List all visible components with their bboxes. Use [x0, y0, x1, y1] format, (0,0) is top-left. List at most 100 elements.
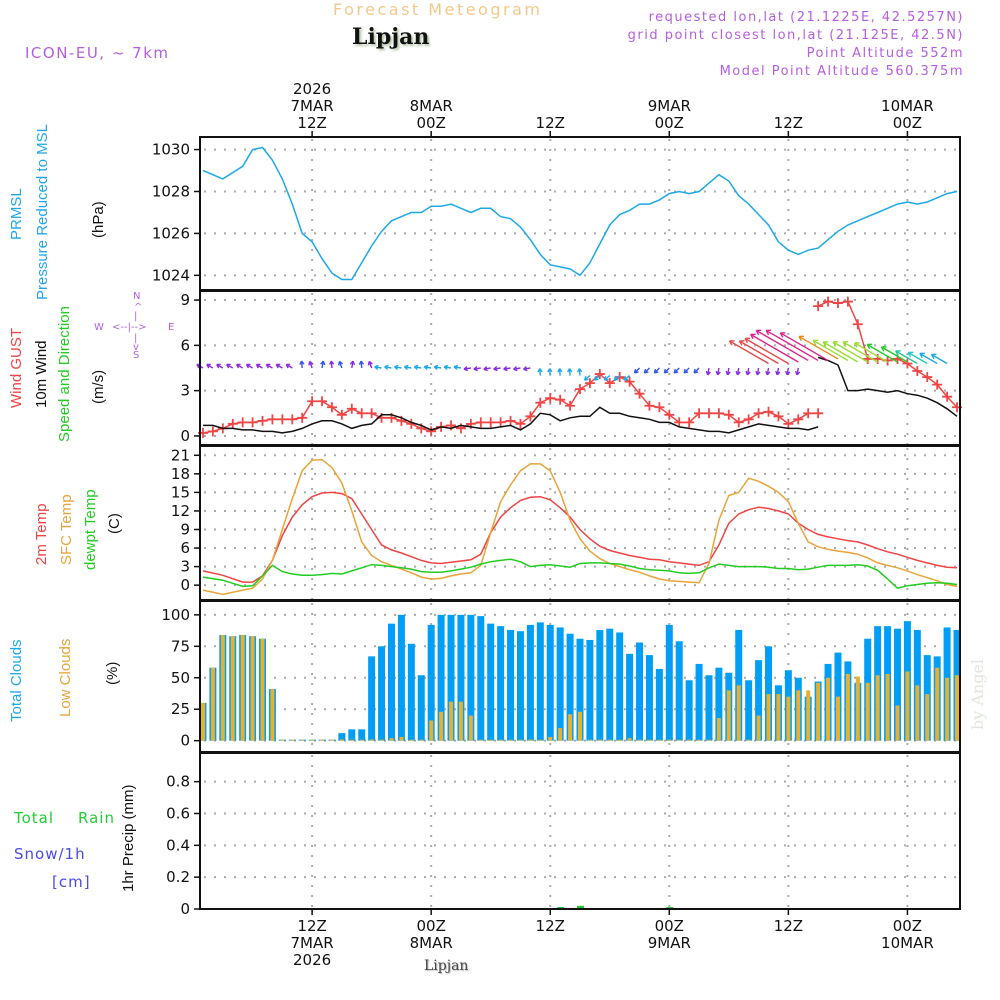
bar-low-clouds: [806, 690, 811, 741]
bar-total-clouds: [348, 729, 356, 741]
gust-marker: [684, 417, 695, 428]
wind-arrow-icon: [919, 352, 938, 365]
bar-total-clouds: [338, 733, 346, 741]
wind-arrow-icon: [623, 375, 631, 381]
bar-low-clouds: [915, 685, 920, 741]
bottom-time-label: 12Z: [774, 917, 803, 935]
bar-low-clouds: [548, 736, 553, 741]
bar-total-clouds: [636, 642, 644, 741]
wind-arrow-icon: [738, 340, 779, 365]
top-time-label: 2026: [293, 80, 331, 98]
wind-arrow-icon: [613, 375, 621, 381]
gust-marker: [743, 414, 754, 425]
svg-text:|: |: [134, 311, 137, 322]
panel-frame: [199, 136, 961, 291]
wind-arrow-icon: [895, 350, 918, 365]
bar-total-clouds: [715, 667, 723, 741]
wind-arrow-icon: [907, 351, 928, 365]
wind-arrow-icon: [245, 363, 253, 369]
gust-marker: [604, 378, 615, 389]
ytick-label: 15: [171, 483, 190, 501]
bar-total-clouds: [546, 624, 554, 741]
bottom-time-label: 8MAR: [410, 934, 453, 952]
gust-marker: [634, 388, 645, 399]
wind-arrow-icon: [715, 367, 721, 376]
wind-arrow-icon: [557, 368, 563, 376]
wind-arrow-icon: [493, 366, 501, 372]
wind-arrow-icon: [374, 364, 382, 370]
bar-low-clouds: [240, 634, 245, 741]
bar-total-clouds: [407, 643, 415, 741]
bottom-time-label: 7MAR: [291, 934, 334, 952]
bar-total-clouds: [834, 652, 842, 741]
bar-low-clouds: [200, 702, 205, 741]
wind-arrow-icon: [798, 335, 839, 360]
wind-arrow-icon: [854, 342, 888, 363]
gust-marker: [922, 372, 933, 383]
bar-total-clouds: [447, 614, 455, 741]
bar-low-clouds: [875, 675, 880, 741]
bar-low-clouds: [230, 636, 235, 741]
wind-arrow-icon: [755, 367, 761, 376]
wind-arrow-icon: [433, 364, 442, 370]
ytick-label: 18: [171, 465, 190, 483]
ytick-label: 6: [180, 336, 190, 354]
gust-marker: [674, 417, 685, 428]
precip-total-label: Total: [14, 809, 55, 827]
wind-arrow-icon: [255, 363, 263, 369]
gust-marker: [932, 379, 943, 390]
wind-arrow-icon: [643, 367, 650, 374]
gust-marker: [813, 301, 824, 312]
compass-icon: N ^ | W <--|--> E | v S: [94, 291, 174, 361]
gust-marker: [426, 426, 437, 437]
bar-low-clouds: [558, 728, 563, 741]
bar-total-clouds: [665, 624, 673, 741]
wind-arrow-icon: [822, 341, 859, 363]
gust-marker: [912, 366, 923, 377]
gust-marker: [832, 298, 843, 309]
wind-arrow-icon: [320, 360, 326, 369]
bar-low-clouds: [667, 739, 672, 741]
bar-low-clouds: [627, 738, 632, 741]
gust-marker: [555, 394, 566, 405]
compass-w: W: [94, 322, 104, 333]
bar-low-clouds: [905, 671, 910, 741]
gust-marker: [307, 396, 318, 407]
bar-low-clouds: [379, 739, 384, 741]
bar-total-clouds: [705, 675, 713, 741]
top-time-label: 00Z: [655, 114, 684, 132]
wind-arrow-icon: [394, 364, 402, 370]
ytick-label: 0.8: [166, 773, 190, 791]
bar-total-clouds: [765, 646, 773, 741]
bar-low-clouds: [369, 739, 374, 741]
ytick-label: 12: [171, 502, 190, 520]
bar-low-clouds: [449, 701, 454, 741]
gust-marker: [565, 400, 576, 411]
grid-point-coords: grid point closest lon,lat (21.125E, 42.…: [627, 28, 964, 43]
bar-total-clouds: [358, 729, 366, 741]
bar-low-clouds: [300, 739, 305, 741]
wind-arrow-icon: [473, 366, 481, 372]
panel-frame: [199, 290, 961, 446]
bar-low-clouds: [429, 720, 434, 741]
bar-total-clouds: [606, 628, 614, 741]
wind-arrow-icon: [653, 367, 660, 374]
ytick-label: 0.2: [166, 868, 190, 886]
bar-low-clouds: [359, 739, 364, 741]
gust-marker: [584, 378, 595, 389]
ytick-label: 75: [171, 637, 190, 655]
wind-arrow-icon: [403, 364, 412, 370]
bar-low-clouds: [657, 739, 662, 741]
bar-total-clouds: [417, 675, 425, 741]
top-time-label: 12Z: [774, 114, 803, 132]
bottom-time-label: 10MAR: [881, 934, 934, 952]
bar-total-clouds: [566, 633, 574, 741]
bottom-time-label: 12Z: [536, 917, 565, 935]
gust-marker: [346, 403, 357, 414]
wind-arrow-icon: [765, 367, 771, 376]
ytick-label: 25: [171, 700, 190, 718]
model-label: ICON-EU, ~ 7km: [25, 44, 170, 62]
bar-low-clouds: [647, 739, 652, 741]
bar-total-clouds: [556, 627, 564, 741]
wind-arrow-icon: [633, 367, 641, 374]
